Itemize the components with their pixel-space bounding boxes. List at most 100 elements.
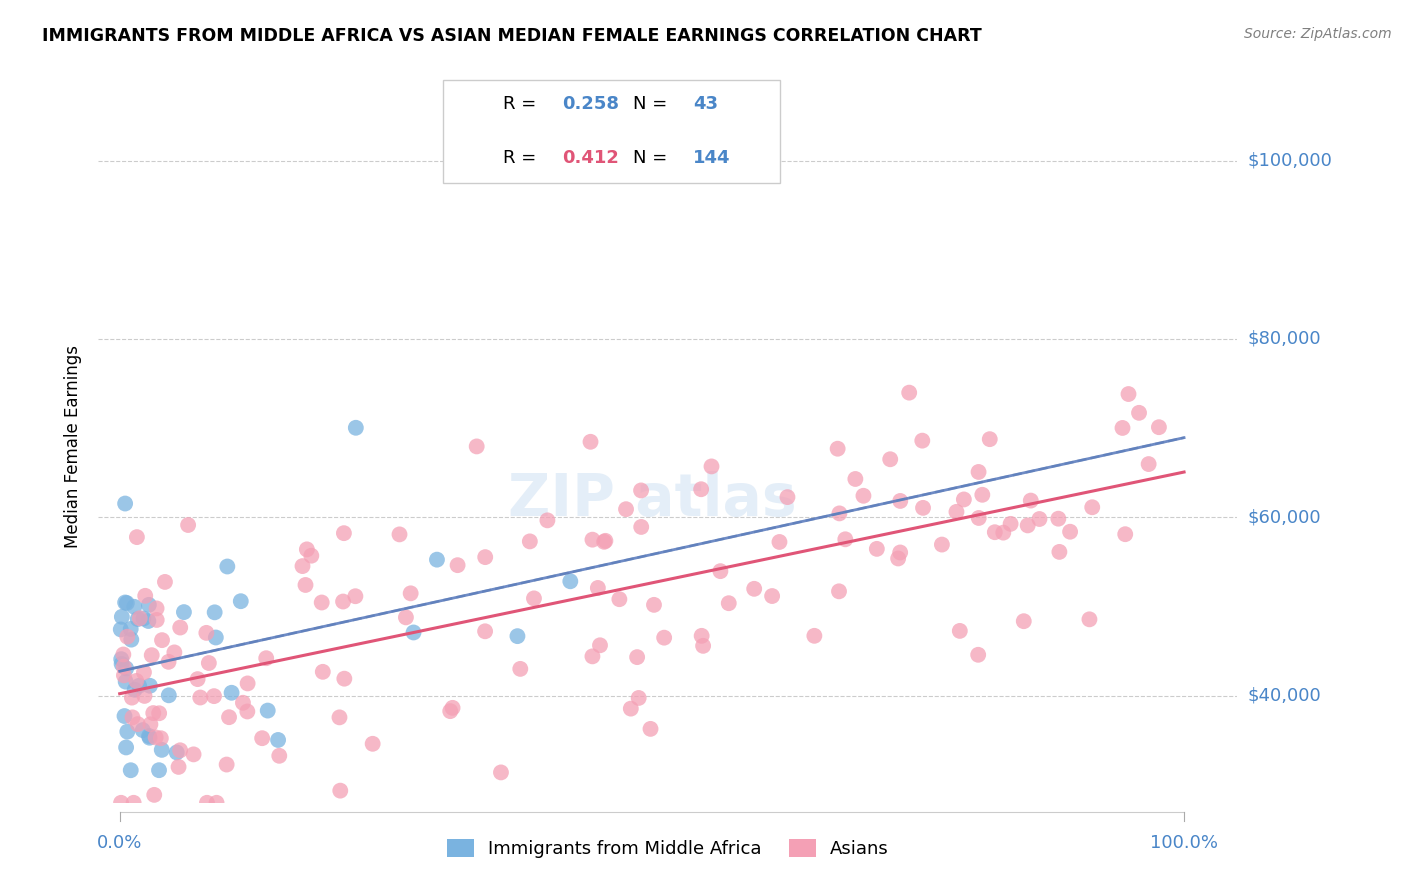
Point: [1114, 527, 1136, 541]
Point: [344, 589, 367, 603]
Point: [221, 686, 243, 700]
Point: [630, 483, 652, 498]
Point: [1047, 545, 1070, 559]
Point: [295, 542, 318, 557]
Point: [426, 552, 449, 566]
Text: 144: 144: [693, 149, 731, 167]
Point: [163, 645, 186, 659]
Text: $80,000: $80,000: [1249, 330, 1322, 348]
Point: [609, 592, 631, 607]
Point: [114, 497, 136, 511]
Point: [157, 688, 180, 702]
Point: [887, 551, 910, 566]
Point: [993, 525, 1015, 540]
Point: [169, 743, 191, 757]
Text: $100,000: $100,000: [1249, 152, 1333, 169]
Point: [114, 709, 136, 723]
Point: [312, 665, 335, 679]
Point: [776, 490, 799, 504]
Point: [827, 442, 849, 456]
Point: [593, 534, 616, 549]
Point: [132, 665, 155, 680]
Point: [474, 624, 496, 639]
Point: [198, 656, 221, 670]
Point: [169, 621, 191, 635]
Point: [134, 689, 156, 703]
Point: [267, 733, 290, 747]
Point: [333, 526, 356, 541]
Point: [949, 624, 972, 638]
Point: [120, 622, 142, 636]
Point: [134, 589, 156, 603]
Point: [215, 757, 238, 772]
Point: [581, 533, 603, 547]
Point: [1000, 516, 1022, 531]
Point: [153, 574, 176, 589]
Text: 0.258: 0.258: [562, 95, 620, 113]
Point: [177, 518, 200, 533]
Point: [138, 731, 160, 745]
Point: [1147, 420, 1170, 434]
Point: [332, 594, 354, 608]
Point: [1081, 500, 1104, 515]
Text: N =: N =: [633, 95, 672, 113]
Point: [967, 511, 990, 525]
Point: [145, 731, 167, 745]
Point: [195, 625, 218, 640]
Point: [110, 623, 132, 637]
Point: [167, 760, 190, 774]
Text: $40,000: $40,000: [1249, 687, 1322, 705]
Point: [294, 578, 316, 592]
Point: [195, 796, 218, 810]
Point: [205, 631, 228, 645]
Point: [879, 452, 901, 467]
Point: [114, 674, 136, 689]
Point: [1028, 512, 1050, 526]
Point: [115, 740, 138, 755]
Point: [236, 705, 259, 719]
Point: [236, 676, 259, 690]
Point: [127, 717, 149, 731]
Point: [844, 472, 866, 486]
Point: [127, 612, 149, 626]
Point: [984, 525, 1007, 540]
Point: [388, 527, 411, 541]
Point: [586, 581, 609, 595]
Text: ZIP atlas: ZIP atlas: [508, 471, 796, 528]
Point: [112, 648, 135, 662]
Point: [183, 747, 205, 762]
Point: [143, 788, 166, 802]
Point: [139, 679, 162, 693]
Point: [157, 655, 180, 669]
Text: 0.0%: 0.0%: [97, 834, 142, 852]
Point: [709, 564, 731, 578]
Point: [120, 763, 142, 777]
Point: [911, 434, 934, 448]
Point: [141, 648, 163, 663]
Point: [652, 631, 675, 645]
Point: [111, 609, 134, 624]
Point: [110, 652, 132, 666]
Point: [852, 489, 875, 503]
Point: [132, 723, 155, 738]
Point: [834, 533, 856, 547]
Text: IMMIGRANTS FROM MIDDLE AFRICA VS ASIAN MEDIAN FEMALE EARNINGS CORRELATION CHART: IMMIGRANTS FROM MIDDLE AFRICA VS ASIAN M…: [42, 27, 981, 45]
Point: [1047, 511, 1070, 525]
Point: [256, 704, 278, 718]
Point: [1111, 421, 1133, 435]
Point: [125, 673, 148, 688]
Point: [117, 630, 139, 644]
Point: [125, 530, 148, 544]
Point: [1017, 518, 1039, 533]
Point: [1118, 387, 1140, 401]
Point: [121, 710, 143, 724]
Text: 43: 43: [693, 95, 718, 113]
Point: [489, 765, 512, 780]
Point: [803, 629, 825, 643]
Point: [115, 596, 138, 610]
Point: [581, 649, 603, 664]
Point: [311, 595, 333, 609]
Point: [166, 746, 188, 760]
Point: [560, 574, 582, 589]
Point: [149, 731, 172, 746]
